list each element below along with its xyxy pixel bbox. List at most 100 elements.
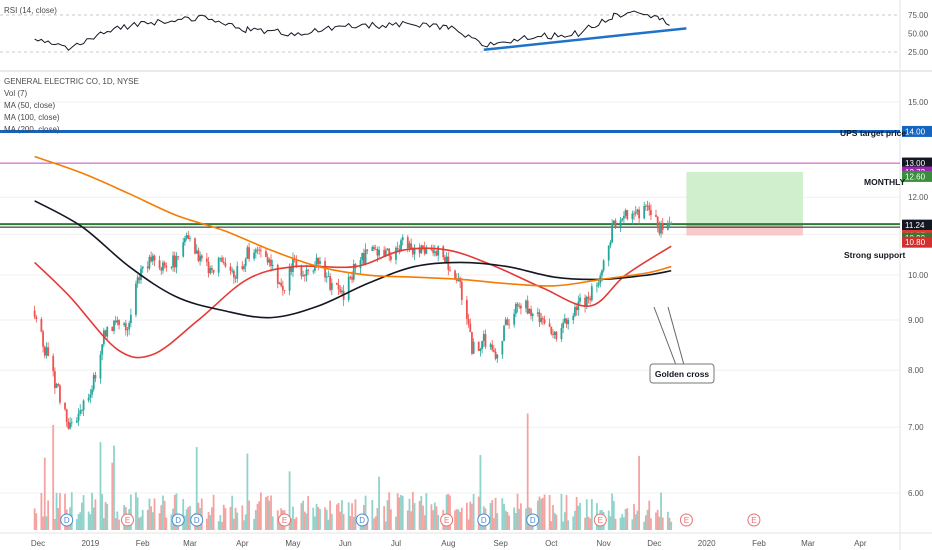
candle-body bbox=[668, 222, 671, 225]
candle-body bbox=[234, 277, 237, 279]
candle-body bbox=[113, 320, 115, 331]
volume-bar bbox=[102, 518, 105, 530]
volume-bar bbox=[160, 505, 163, 530]
volume-bar bbox=[116, 511, 119, 530]
candle-body bbox=[614, 220, 617, 227]
candle-body bbox=[347, 276, 350, 300]
marker-letter: E bbox=[598, 516, 603, 525]
volume-bar bbox=[585, 499, 588, 530]
earnings-marker[interactable] bbox=[679, 513, 693, 527]
dividend-marker[interactable] bbox=[526, 513, 540, 527]
volume-bar bbox=[351, 503, 353, 530]
price-tag: 10.80 bbox=[902, 236, 932, 248]
candle-body bbox=[562, 322, 565, 329]
dividend-marker[interactable] bbox=[190, 513, 204, 527]
volume-bar bbox=[82, 495, 85, 530]
loss-zone[interactable] bbox=[686, 225, 803, 236]
candle-body bbox=[351, 277, 353, 280]
horizontal-levels[interactable] bbox=[0, 129, 900, 228]
volume-bar bbox=[430, 504, 433, 530]
candle-body bbox=[253, 252, 256, 259]
candle-body bbox=[601, 270, 603, 276]
volume-bar bbox=[553, 512, 556, 530]
volume-bar bbox=[503, 504, 505, 530]
volume-bar bbox=[312, 507, 315, 530]
volume-bar bbox=[77, 514, 80, 530]
dividend-marker[interactable] bbox=[171, 513, 185, 527]
price-tag-text: 10.80 bbox=[905, 238, 926, 247]
volume-bar bbox=[315, 503, 318, 530]
volume-bar bbox=[135, 492, 137, 530]
candle-body bbox=[624, 210, 627, 216]
candle-body bbox=[314, 265, 316, 271]
earnings-marker[interactable] bbox=[593, 513, 607, 527]
volume-bar bbox=[59, 493, 61, 530]
candle-body bbox=[265, 251, 267, 258]
volume-bar bbox=[373, 518, 375, 530]
marker-letter: E bbox=[751, 516, 756, 525]
candle-body bbox=[541, 318, 544, 320]
candle-body bbox=[540, 318, 543, 323]
legend-ma100: MA (100, close) bbox=[4, 113, 60, 122]
earnings-marker[interactable] bbox=[120, 513, 134, 527]
candle-body bbox=[491, 344, 494, 350]
candle-body bbox=[596, 285, 598, 287]
candle-body bbox=[236, 266, 239, 279]
volume-bar bbox=[292, 506, 294, 530]
volume-bar bbox=[118, 519, 120, 530]
candle-body bbox=[141, 266, 144, 269]
candle-body bbox=[258, 249, 261, 251]
candle-body bbox=[35, 316, 38, 320]
candle-body bbox=[528, 309, 531, 314]
candle-body bbox=[477, 341, 480, 351]
price-axis-tick: 10.00 bbox=[908, 271, 929, 280]
candle-body bbox=[99, 354, 102, 379]
dividend-marker[interactable] bbox=[60, 513, 74, 527]
earnings-marker[interactable] bbox=[440, 513, 454, 527]
candle-body bbox=[621, 218, 624, 221]
legend-ma50: MA (50, close) bbox=[4, 101, 55, 110]
candle-body bbox=[47, 347, 50, 356]
earnings-marker[interactable] bbox=[278, 513, 292, 527]
candle-body bbox=[170, 267, 173, 268]
earnings-marker[interactable] bbox=[747, 513, 761, 527]
volume-bar bbox=[290, 518, 293, 530]
axes: 15.0012.0011.0010.009.008.007.006.00Dec2… bbox=[31, 98, 929, 548]
volume-bar bbox=[621, 513, 624, 530]
volume-bar bbox=[435, 506, 438, 530]
long-position-box[interactable] bbox=[686, 172, 803, 236]
candle-body bbox=[543, 319, 546, 324]
volume-bar bbox=[101, 493, 104, 530]
ma-line-1 bbox=[34, 200, 672, 319]
volume-bar bbox=[352, 516, 355, 530]
candle-body bbox=[634, 212, 637, 214]
time-axis-tick: Feb bbox=[136, 539, 150, 548]
volume-bar bbox=[43, 457, 46, 530]
golden-cross-callout[interactable] bbox=[649, 363, 715, 384]
ups-target-label: UPS target price bbox=[840, 128, 906, 138]
candle-body bbox=[398, 249, 401, 251]
monthly-label: MONTHLY bbox=[864, 177, 906, 187]
volume-bar bbox=[305, 513, 308, 530]
price-tag: 13.00 bbox=[902, 157, 932, 169]
volume-bar bbox=[200, 498, 203, 530]
candle-body bbox=[349, 276, 352, 278]
volume-bar bbox=[150, 506, 153, 530]
marker-letter: E bbox=[125, 516, 130, 525]
volume-bar bbox=[577, 505, 580, 530]
volume-bar bbox=[329, 500, 332, 530]
candle-body bbox=[244, 258, 247, 267]
volume-bar bbox=[609, 516, 612, 530]
profit-zone[interactable] bbox=[686, 172, 803, 226]
dividend-marker[interactable] bbox=[477, 513, 491, 527]
candle-body bbox=[401, 237, 404, 241]
time-axis-tick: Jul bbox=[391, 539, 401, 548]
candle-body bbox=[636, 209, 639, 213]
dividend-marker[interactable] bbox=[355, 513, 369, 527]
candle-body bbox=[87, 397, 90, 401]
price-tag-bg bbox=[902, 219, 932, 231]
candle-body bbox=[256, 249, 259, 251]
volume-bar bbox=[574, 510, 576, 530]
rsi-trendline[interactable] bbox=[483, 27, 687, 52]
